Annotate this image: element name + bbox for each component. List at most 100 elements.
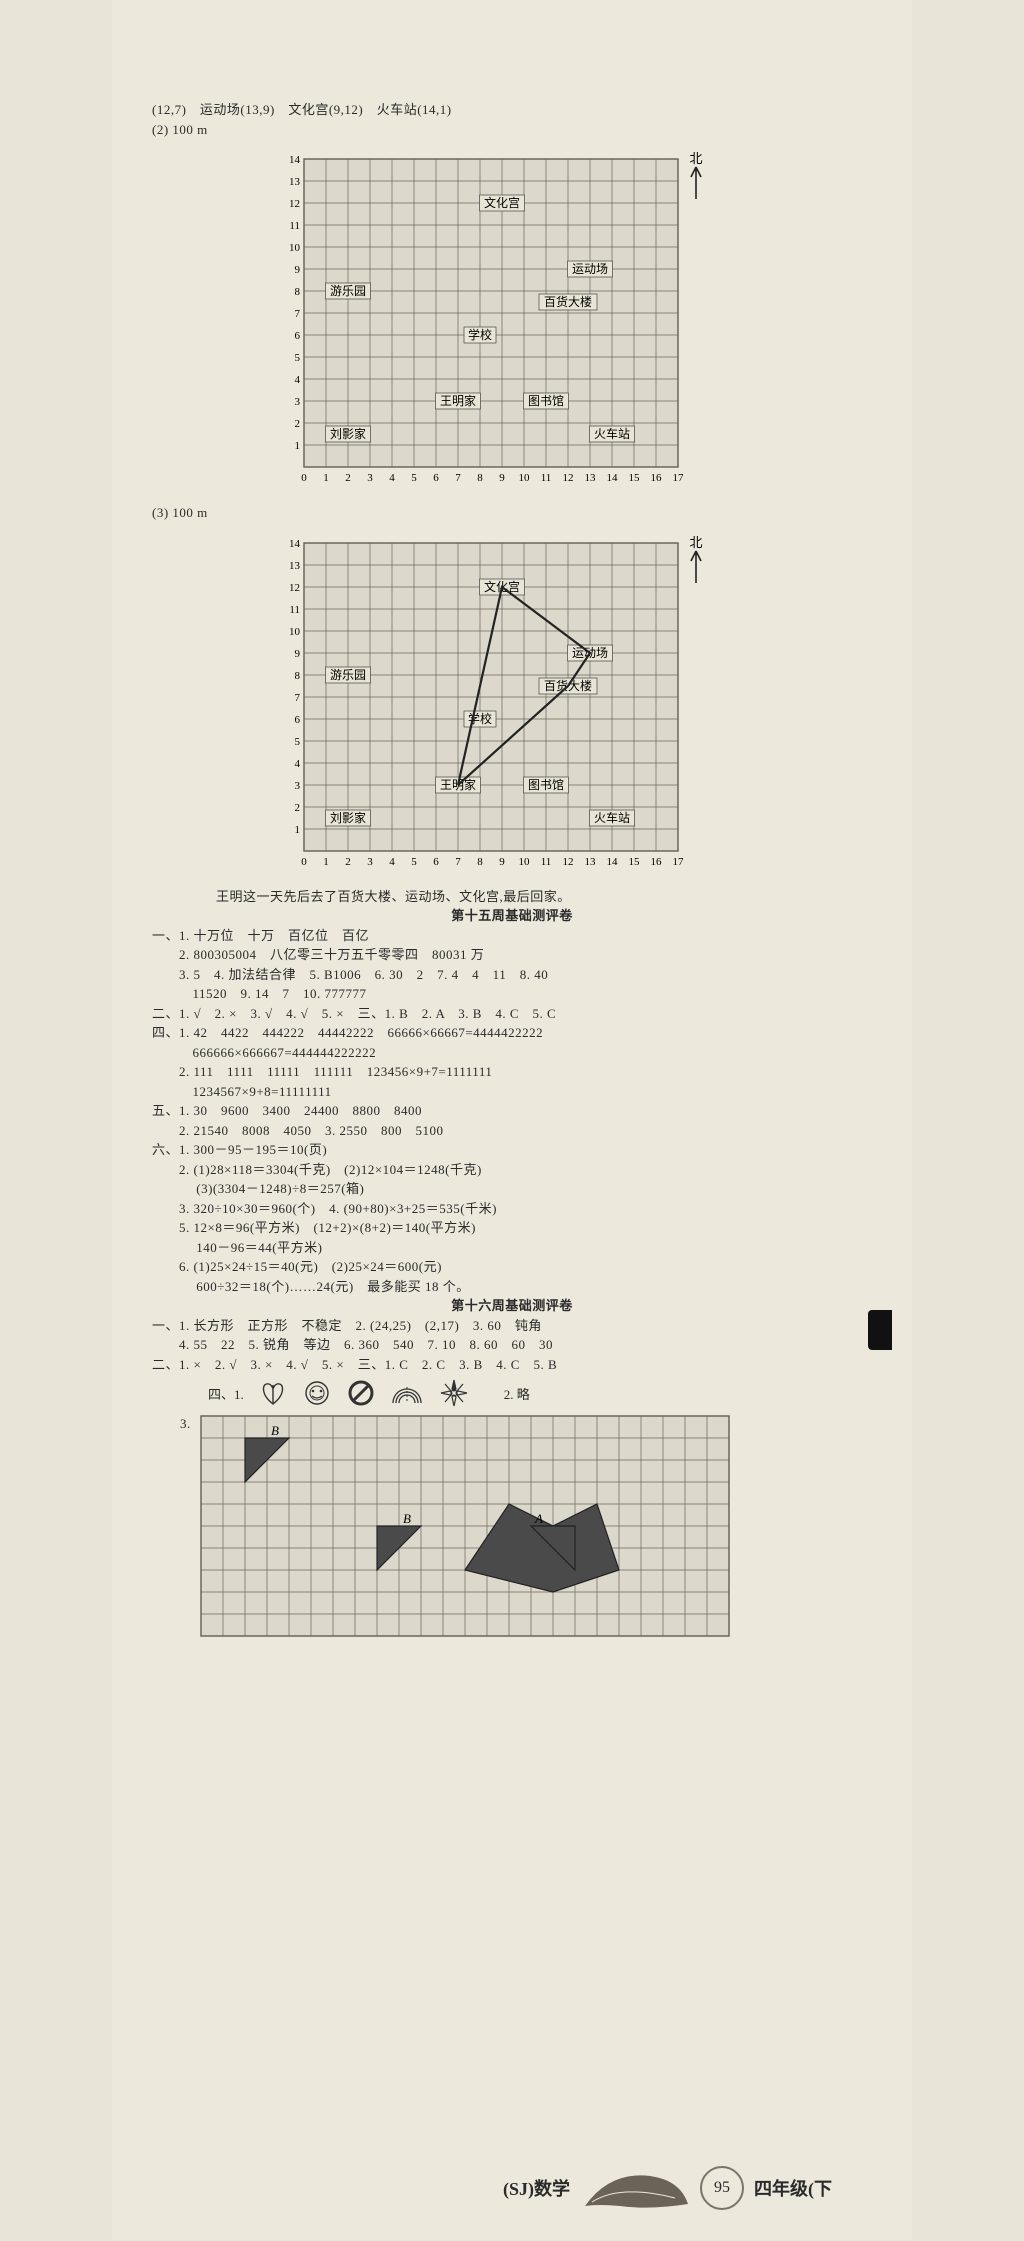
svg-text:10: 10 (519, 472, 531, 484)
heart-icon (258, 1379, 288, 1407)
week15-line: 6. (1)25×24÷15＝40(元) (2)25×24＝600(元) (152, 1257, 872, 1277)
svg-text:图书馆: 图书馆 (528, 393, 564, 408)
week15-line: (3)(3304－1248)÷8＝257(箱) (152, 1179, 872, 1199)
svg-text:9: 9 (295, 264, 301, 276)
svg-text:8: 8 (295, 286, 301, 298)
sub-2: (2) 100 m (152, 120, 872, 140)
svg-text:百货大楼: 百货大楼 (544, 294, 592, 309)
svg-text:1: 1 (295, 824, 301, 836)
week15-line: 二、1. √ 2. × 3. √ 4. √ 5. × 三、1. B 2. A 3… (152, 1004, 872, 1024)
svg-text:3: 3 (295, 396, 301, 408)
svg-text:17: 17 (673, 472, 685, 484)
svg-text:4: 4 (295, 374, 301, 386)
week15-line: 2. (1)28×118＝3304(千克) (2)12×104＝1248(千克) (152, 1160, 872, 1180)
svg-text:北: 北 (689, 535, 702, 550)
svg-text:13: 13 (585, 472, 597, 484)
leaf-icon (580, 2166, 690, 2210)
svg-text:1: 1 (295, 440, 301, 452)
svg-text:3: 3 (295, 780, 301, 792)
svg-text:15: 15 (629, 856, 641, 868)
svg-text:11: 11 (541, 472, 552, 484)
q4-row: 四、1. 2. 略 (208, 1378, 872, 1408)
title-week16: 第十六周基础测评卷 (152, 1296, 872, 1316)
svg-text:12: 12 (563, 856, 574, 868)
week15-line: 五、1. 30 9600 3400 24400 8800 8400 (152, 1101, 872, 1121)
week16-line: 4. 55 22 5. 锐角 等边 6. 360 540 7. 10 8. 60… (152, 1335, 872, 1355)
svg-text:8: 8 (295, 670, 301, 682)
svg-text:2: 2 (345, 472, 351, 484)
week15-line: 2. 800305004 八亿零三十万五千零零四 80031 万 (152, 945, 872, 965)
svg-text:8: 8 (477, 472, 483, 484)
svg-text:6: 6 (433, 856, 439, 868)
svg-text:11: 11 (289, 220, 300, 232)
svg-text:A: A (534, 1511, 543, 1526)
svg-text:1: 1 (323, 856, 329, 868)
svg-text:B: B (403, 1511, 411, 1526)
svg-text:16: 16 (651, 856, 663, 868)
svg-text:9: 9 (295, 648, 301, 660)
week15-line: 5. 12×8＝96(平方米) (12+2)×(8+2)＝140(平方米) (152, 1218, 872, 1238)
svg-text:13: 13 (289, 176, 301, 188)
svg-text:刘影家: 刘影家 (330, 426, 366, 441)
svg-text:刘影家: 刘影家 (330, 810, 366, 825)
svg-text:6: 6 (295, 330, 301, 342)
chart3-caption: 王明这一天先后去了百货大楼、运动场、文化宫,最后回家。 (216, 887, 872, 907)
svg-text:14: 14 (607, 856, 619, 868)
week15-line: 四、1. 42 4422 444222 44442222 66666×66667… (152, 1023, 872, 1043)
svg-text:10: 10 (289, 626, 301, 638)
week15-line: 六、1. 300－95－195＝10(页) (152, 1140, 872, 1160)
svg-text:13: 13 (585, 856, 597, 868)
svg-text:6: 6 (433, 472, 439, 484)
svg-text:5: 5 (411, 472, 417, 484)
svg-text:图书馆: 图书馆 (528, 777, 564, 792)
svg-text:2: 2 (295, 802, 301, 814)
rainbow-icon (390, 1379, 424, 1407)
chart-3: 1234567891011121314012345678910111213141… (272, 529, 872, 881)
svg-text:7: 7 (295, 308, 301, 320)
title-week15: 第十五周基础测评卷 (152, 906, 872, 926)
smiley-icon (302, 1379, 332, 1407)
svg-text:7: 7 (455, 856, 461, 868)
svg-text:10: 10 (519, 856, 531, 868)
week15-line: 666666×666667=444444222222 (152, 1043, 872, 1063)
svg-text:4: 4 (389, 856, 395, 868)
svg-text:12: 12 (289, 198, 300, 210)
week15-line: 3. 5 4. 加法结合律 5. B1006 6. 30 2 7. 4 4 11… (152, 965, 872, 985)
week16-line: 二、1. × 2. √ 3. × 4. √ 5. × 三、1. C 2. C 3… (152, 1355, 872, 1375)
q4-suffix: 2. 略 (504, 1384, 530, 1403)
svg-text:4: 4 (295, 758, 301, 770)
footer-page-number: 95 (700, 2166, 744, 2210)
svg-text:火车站: 火车站 (594, 810, 630, 825)
svg-text:13: 13 (289, 560, 301, 572)
week15-line: 2. 111 1111 11111 111111 123456×9+7=1111… (152, 1062, 872, 1082)
svg-text:5: 5 (295, 736, 301, 748)
svg-text:15: 15 (629, 472, 641, 484)
footer-grade: 四年级(下 (754, 2175, 832, 2201)
svg-text:游乐园: 游乐园 (330, 284, 366, 298)
svg-text:10: 10 (289, 242, 301, 254)
svg-text:0: 0 (301, 472, 307, 484)
page-footer: (SJ)数学 95 四年级(下 (503, 2166, 832, 2210)
svg-text:11: 11 (541, 856, 552, 868)
svg-text:3: 3 (367, 472, 373, 484)
svg-text:14: 14 (289, 538, 301, 550)
week15-line: 600÷32＝18(个)……24(元) 最多能买 18 个。 (152, 1277, 872, 1297)
week15-line: 一、1. 十万位 十万 百亿位 百亿 (152, 926, 872, 946)
week15-line: 2. 21540 8008 4050 3. 2550 800 5100 (152, 1121, 872, 1141)
svg-text:16: 16 (651, 472, 663, 484)
svg-text:7: 7 (295, 692, 301, 704)
page-edge-mark (868, 1310, 892, 1350)
svg-text:北: 北 (689, 151, 702, 166)
week15-line: 3. 320÷10×30＝960(个) 4. (90+80)×3+25＝535(… (152, 1199, 872, 1219)
svg-text:2: 2 (295, 418, 301, 430)
svg-text:4: 4 (389, 472, 395, 484)
svg-text:5: 5 (411, 856, 417, 868)
svg-text:B: B (271, 1423, 279, 1438)
svg-text:11: 11 (289, 604, 300, 616)
week15-line: 11520 9. 14 7 10. 777777 (152, 984, 872, 1004)
svg-text:17: 17 (673, 856, 685, 868)
sub-3: (3) 100 m (152, 503, 872, 523)
svg-text:3: 3 (367, 856, 373, 868)
svg-text:14: 14 (289, 154, 301, 166)
svg-text:14: 14 (607, 472, 619, 484)
